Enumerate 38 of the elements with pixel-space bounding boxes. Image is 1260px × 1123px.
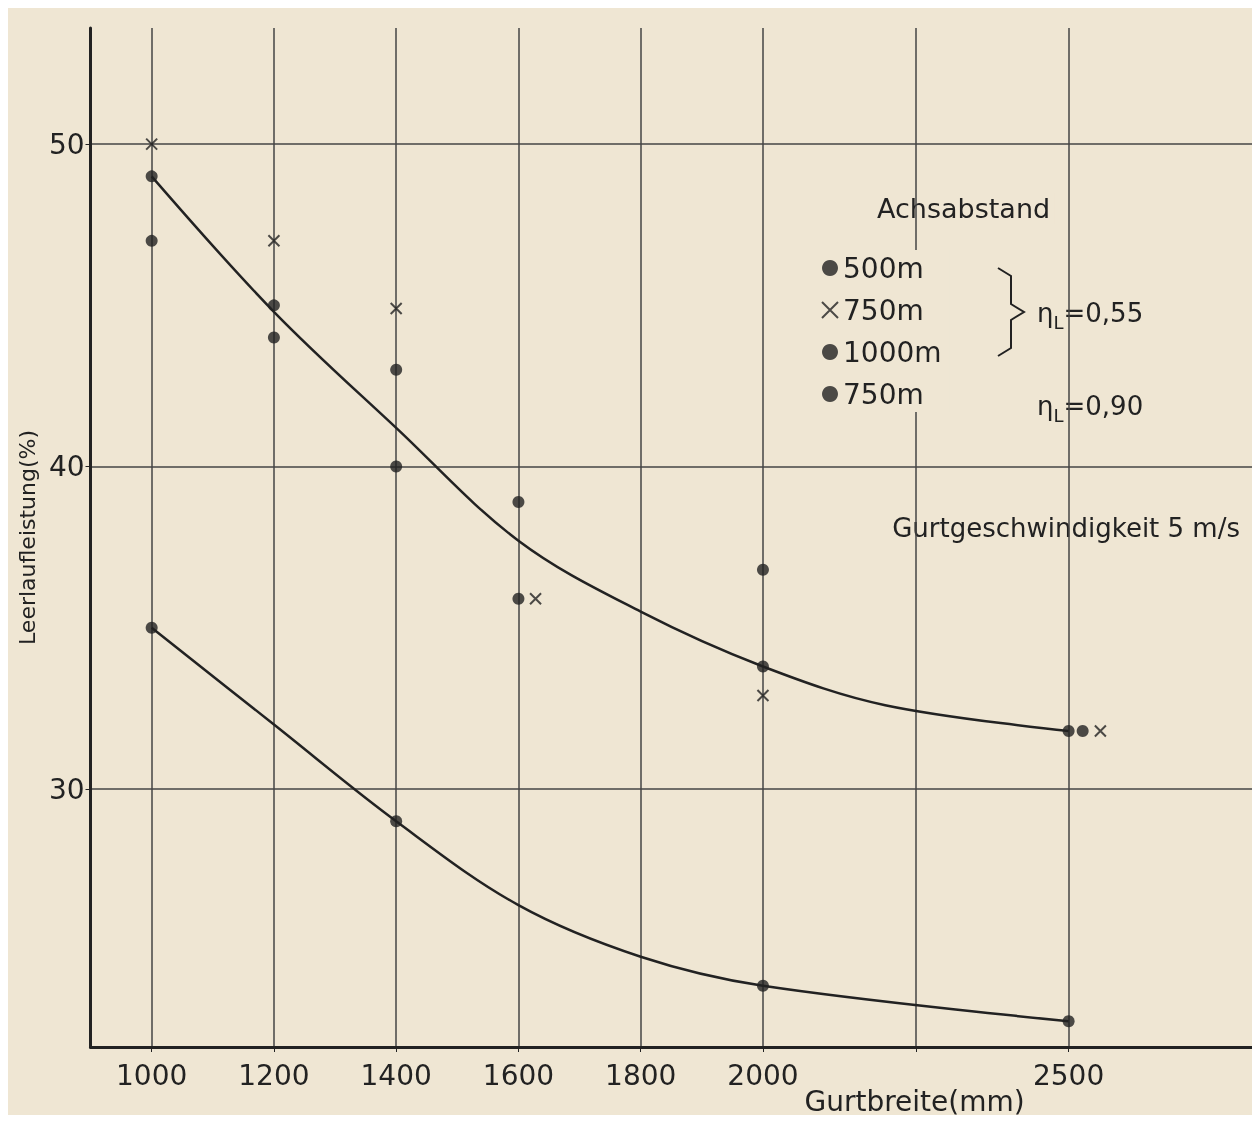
x-tick-label: 2000	[727, 1058, 799, 1092]
point	[145, 621, 158, 634]
y-axis-title: Leerlaufleistung(%)	[14, 429, 40, 646]
point	[756, 689, 770, 703]
x-tick-label: 1200	[238, 1058, 310, 1092]
legend-label: 500m	[843, 251, 924, 285]
point	[145, 170, 158, 183]
point	[389, 302, 403, 316]
point	[1093, 724, 1107, 738]
x-axis-title: Gurtbreite(mm)	[804, 1084, 1025, 1118]
y-tick-label: 50	[48, 127, 85, 161]
x-tick-label: 1800	[605, 1058, 677, 1092]
point	[1076, 724, 1089, 737]
point	[756, 563, 769, 576]
point	[390, 815, 403, 828]
x-tick-label: 1600	[482, 1058, 555, 1092]
legend-label: 1000m	[843, 335, 942, 369]
point	[267, 299, 280, 312]
x-tick-label: 1400	[360, 1058, 432, 1092]
point	[390, 460, 403, 473]
x-tick-label: 1000	[116, 1058, 188, 1092]
y-tick-label: 40	[48, 450, 85, 484]
point	[145, 234, 158, 247]
point	[145, 137, 159, 151]
point	[529, 592, 543, 606]
point	[756, 660, 769, 673]
point	[512, 496, 525, 509]
legend-label: 750m	[843, 377, 924, 411]
point	[756, 979, 769, 992]
point	[1062, 1015, 1075, 1028]
point	[1062, 724, 1075, 737]
point	[390, 363, 403, 376]
y-tick-label: 30	[48, 772, 85, 806]
x-tick-label: 2500	[1032, 1058, 1105, 1092]
point	[512, 592, 525, 605]
point	[267, 234, 281, 248]
legend-label: 750m	[843, 293, 924, 327]
point	[267, 331, 280, 344]
